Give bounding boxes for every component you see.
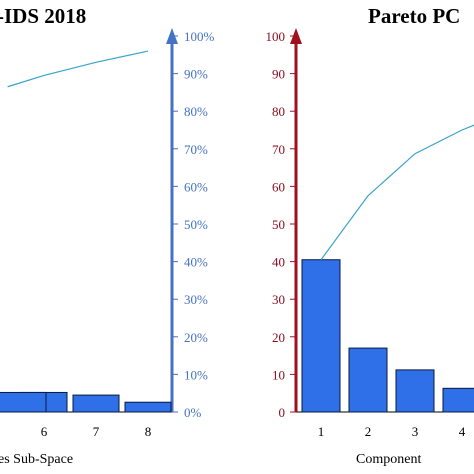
right-y-tick-label: 30 bbox=[272, 292, 285, 307]
right-y-tick-label: 100 bbox=[266, 29, 286, 44]
left-y-tick-label: 30% bbox=[184, 292, 208, 307]
right-bar-2 bbox=[348, 347, 388, 413]
left-y-tick-label: 20% bbox=[184, 330, 208, 345]
right-y-tick-label: 20 bbox=[272, 330, 285, 345]
left-chart-title: -IDS 2018 bbox=[0, 4, 86, 28]
right-x-tick-label: 4 bbox=[459, 424, 466, 439]
left-chart-panel: -IDS 2018 0% 10% 20% 30% 40% 50% 60% 70% 80% 90% 1… bbox=[0, 4, 215, 467]
left-y-tick-label: 50% bbox=[184, 217, 208, 232]
left-y-tick-label: 60% bbox=[184, 179, 208, 194]
right-y-tick-label: 60 bbox=[272, 179, 285, 194]
right-y-tick-label: 50 bbox=[272, 217, 285, 232]
right-y-tick-label: 80 bbox=[272, 104, 285, 119]
right-x-tick-label: 1 bbox=[318, 424, 325, 439]
right-y-tick-label: 90 bbox=[272, 67, 285, 82]
left-y-tick-label: 40% bbox=[184, 255, 208, 270]
right-bar-1 bbox=[301, 259, 341, 413]
left-y-tick-label: 10% bbox=[184, 367, 208, 382]
left-bar-8 bbox=[124, 401, 172, 413]
left-y-tick-label: 0% bbox=[184, 405, 202, 420]
left-y-tick-label: 100% bbox=[184, 29, 215, 44]
left-x-tick-label: 7 bbox=[93, 424, 100, 439]
right-y-tick-label: 70 bbox=[272, 142, 285, 157]
right-y-tick-label: 10 bbox=[272, 367, 285, 382]
right-y-tick-label: 0 bbox=[279, 405, 286, 420]
right-chart-panel: Pareto PC 0 10 20 30 40 50 60 70 80 90 100 1 2 3 4 Co… bbox=[266, 4, 474, 467]
left-y-tick-label: 90% bbox=[184, 67, 208, 82]
right-x-axis-label: Component bbox=[356, 452, 421, 467]
right-cumulative-line bbox=[320, 124, 474, 261]
left-x-axis-label: es Sub-Space bbox=[0, 452, 73, 467]
left-cumulative-line bbox=[7, 50, 149, 88]
right-chart-title: Pareto PC bbox=[368, 4, 460, 28]
right-x-tick-label: 3 bbox=[412, 424, 419, 439]
right-bar-3 bbox=[395, 369, 435, 413]
left-x-tick-label: 6 bbox=[41, 424, 48, 439]
left-y-tick-label: 70% bbox=[184, 142, 208, 157]
right-x-tick-label: 2 bbox=[365, 424, 372, 439]
left-bar-partial bbox=[0, 391, 47, 413]
right-y-tick-label: 40 bbox=[272, 255, 285, 270]
left-bar-7 bbox=[72, 394, 120, 413]
left-x-tick-label: 8 bbox=[145, 424, 152, 439]
left-y-tick-label: 80% bbox=[184, 104, 208, 119]
right-bar-4 bbox=[442, 387, 474, 413]
